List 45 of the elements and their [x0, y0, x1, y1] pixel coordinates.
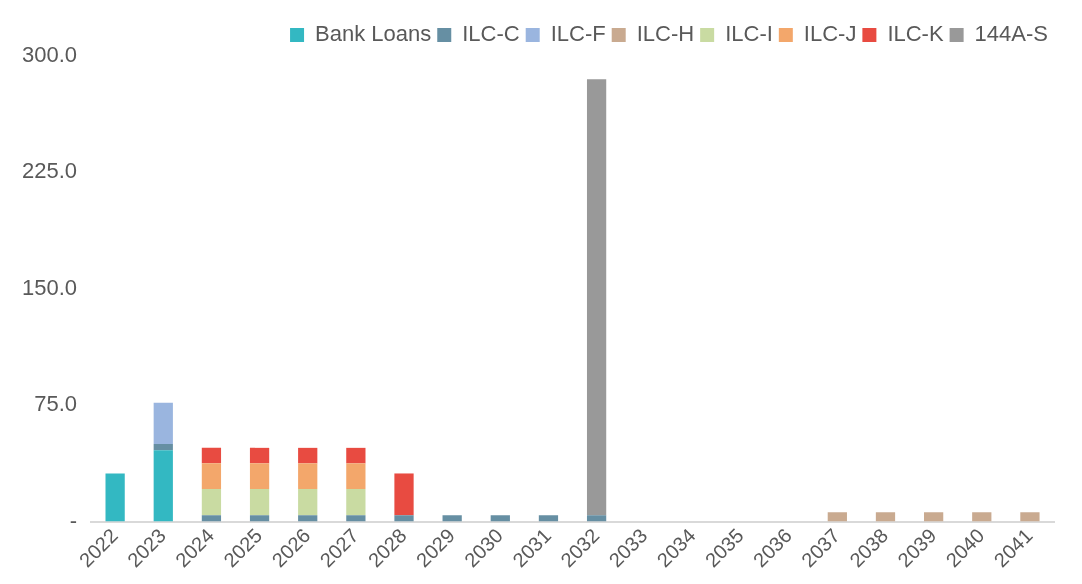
bar — [346, 515, 366, 522]
legend-label: ILC-F — [550, 21, 606, 47]
legend-label: ILC-H — [636, 21, 695, 47]
bar — [201, 463, 222, 489]
bar — [201, 488, 222, 516]
bar — [201, 515, 222, 522]
bar — [538, 515, 559, 522]
y-tick-label: 150.0 — [21, 274, 78, 300]
legend-label: ILC-C — [462, 21, 520, 47]
bar — [972, 512, 992, 522]
legend-label: ILC-J — [803, 21, 857, 47]
bar — [586, 79, 607, 516]
legend-label: ILC-K — [887, 21, 944, 47]
bar — [298, 488, 318, 516]
bar — [346, 488, 366, 516]
y-tick-label: - — [69, 507, 78, 533]
bar — [153, 450, 173, 522]
bar — [586, 515, 607, 522]
bar — [875, 512, 896, 522]
bar — [394, 473, 414, 516]
bar — [346, 447, 366, 464]
bar — [298, 515, 318, 522]
bar — [442, 515, 462, 522]
bar — [298, 447, 318, 464]
y-tick-label: 300.0 — [21, 42, 78, 68]
bar — [827, 512, 847, 522]
bar — [201, 447, 222, 464]
bar — [105, 473, 125, 522]
bar — [249, 447, 270, 464]
bar — [394, 515, 414, 522]
bar — [153, 402, 173, 444]
bar — [490, 515, 510, 522]
legend-label: ILC-I — [725, 21, 773, 47]
bar — [153, 443, 173, 451]
bar — [1020, 512, 1040, 522]
bar — [249, 488, 270, 516]
y-tick-label: 225.0 — [21, 158, 78, 184]
bar — [924, 512, 944, 522]
bar — [249, 463, 270, 489]
bar — [298, 463, 318, 489]
legend-label: Bank Loans — [315, 21, 432, 47]
bar — [249, 515, 270, 522]
bar — [346, 463, 366, 489]
y-tick-label: 75.0 — [34, 391, 78, 417]
legend-label: 144A-S — [974, 21, 1049, 47]
